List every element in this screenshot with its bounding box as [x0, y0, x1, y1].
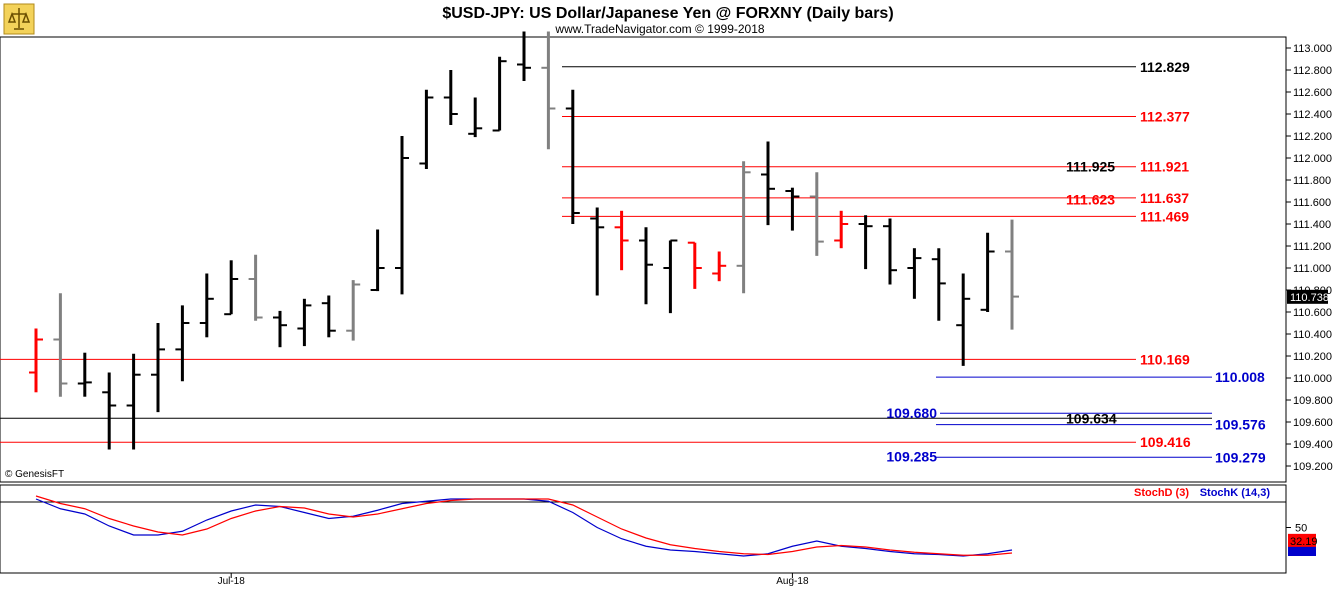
price-tick-label: 111.200 — [1293, 241, 1331, 253]
level-label: 111.623 — [1066, 191, 1115, 207]
price-tick-label: 109.200 — [1293, 461, 1333, 473]
ohlc-bar — [517, 31, 531, 81]
ohlc-bar — [639, 227, 653, 305]
ohlc-bar — [492, 56, 507, 132]
level-label: 111.925 — [1066, 158, 1115, 174]
ohlc-bar — [931, 248, 946, 321]
price-tick-label: 109.800 — [1293, 395, 1333, 407]
watermark: © GenesisFT — [5, 469, 64, 480]
price-tick-label: 110.400 — [1293, 329, 1332, 341]
price-tick-label: 111.000 — [1293, 263, 1331, 275]
level-label: 111.921 — [1140, 159, 1189, 175]
ohlc-bar — [834, 210, 849, 249]
stochastic-legend: StochD (3) StochK (14,3) — [1134, 487, 1270, 499]
ohlc-bar — [370, 229, 385, 292]
ohlc-bar — [29, 328, 43, 393]
ohlc-bar — [858, 215, 873, 270]
ohlc-bar — [590, 207, 605, 296]
price-tick-label: 112.400 — [1293, 109, 1332, 121]
ohlc-bar — [126, 353, 141, 450]
price-tick-label: 112.600 — [1293, 87, 1332, 99]
price-tick-label: 112.200 — [1293, 131, 1332, 143]
ohlc-bar — [712, 251, 727, 282]
stochastic-line — [35, 495, 1013, 556]
ohlc-bar — [809, 172, 824, 256]
price-tick-label: 111.600 — [1293, 197, 1331, 209]
ohlc-bar — [199, 273, 214, 338]
chart-title: $USD-JPY: US Dollar/Japanese Yen @ FORXN… — [442, 5, 893, 22]
logo-icon — [3, 3, 35, 35]
price-tick-label: 112.000 — [1293, 153, 1332, 165]
level-label: 109.576 — [1215, 417, 1266, 433]
ohlc-bar — [663, 239, 678, 314]
stoch-last-badge — [1288, 533, 1316, 547]
level-label: 109.680 — [886, 405, 937, 421]
ohlc-bar — [614, 210, 629, 271]
date-axis: Jul-18 Aug-18 — [218, 573, 809, 587]
price-tick-label: 110.600 — [1293, 307, 1332, 319]
price-tick-label: 109.600 — [1293, 417, 1333, 429]
ohlc-bar — [321, 295, 336, 338]
ohlc-bar — [883, 218, 897, 285]
level-label: 111.637 — [1140, 190, 1189, 206]
ohlc-bar — [273, 310, 287, 348]
level-label: 111.469 — [1140, 208, 1189, 224]
ohlc-bar — [785, 187, 800, 231]
chart-subtitle: www.TradeNavigator.com © 1999-2018 — [554, 22, 764, 36]
price-tick-label: 111.400 — [1293, 219, 1331, 231]
level-label: 109.279 — [1215, 449, 1266, 465]
ohlc-bar — [541, 31, 556, 150]
price-bars — [29, 31, 1019, 450]
level-label: 112.829 — [1140, 59, 1190, 75]
last-price-badge: 110.738 — [1287, 289, 1329, 304]
legend-entry: StochD (3) — [1134, 487, 1189, 499]
legend-entry: StochK (14,3) — [1200, 487, 1271, 499]
ohlc-bar — [736, 161, 751, 294]
last-price-label: 110.738 — [1290, 292, 1329, 304]
level-label: 109.285 — [886, 449, 937, 465]
level-label: 109.416 — [1140, 434, 1191, 450]
level-label: 112.377 — [1140, 109, 1190, 125]
date-tick-label: Jul-18 — [218, 576, 246, 587]
ohlc-bar — [980, 232, 995, 312]
ohlc-bar — [761, 141, 775, 226]
ohlc-bar — [687, 241, 702, 289]
price-axis: 113.000 112.800 112.600 112.400 112.200 112.0… — [1286, 43, 1333, 473]
stoch-tick-label: 50 — [1295, 523, 1307, 535]
date-tick-label: Aug-18 — [776, 576, 809, 587]
level-label: 110.169 — [1140, 351, 1190, 367]
ohlc-bar — [77, 352, 92, 397]
price-tick-label: 109.400 — [1293, 439, 1333, 451]
level-label: 110.008 — [1215, 369, 1265, 385]
price-tick-label: 110.000 — [1293, 373, 1332, 385]
level-lines: 112.829 112.377 111.921 111.925 111.637 111.6… — [0, 59, 1266, 465]
ohlc-bar — [297, 298, 312, 347]
ohlc-bar — [907, 248, 922, 299]
ohlc-bar — [419, 89, 434, 169]
price-tick-label: 112.800 — [1293, 65, 1332, 77]
price-tick-label: 110.200 — [1293, 351, 1332, 363]
price-tick-label: 111.800 — [1293, 175, 1331, 187]
price-panel — [0, 36, 1287, 483]
ohlc-bar — [443, 70, 458, 125]
stochastic-panel — [0, 484, 1287, 574]
ohlc-bar — [224, 260, 239, 316]
ohlc-bar — [151, 323, 165, 413]
ohlc-bar — [395, 136, 409, 295]
ohlc-bar — [565, 89, 580, 224]
level-label: 109.634 — [1066, 410, 1117, 426]
ohlc-bar — [1005, 219, 1019, 330]
ohlc-bar — [468, 97, 483, 138]
ohlc-bar — [53, 293, 68, 397]
ohlc-bar — [956, 273, 971, 366]
ohlc-bar — [248, 254, 263, 321]
ohlc-bar — [175, 305, 190, 382]
ohlc-bar — [346, 280, 361, 341]
stoch-last-value: 32.19 — [1290, 536, 1318, 548]
ohlc-bar — [102, 372, 117, 450]
price-tick-label: 113.000 — [1293, 43, 1332, 55]
